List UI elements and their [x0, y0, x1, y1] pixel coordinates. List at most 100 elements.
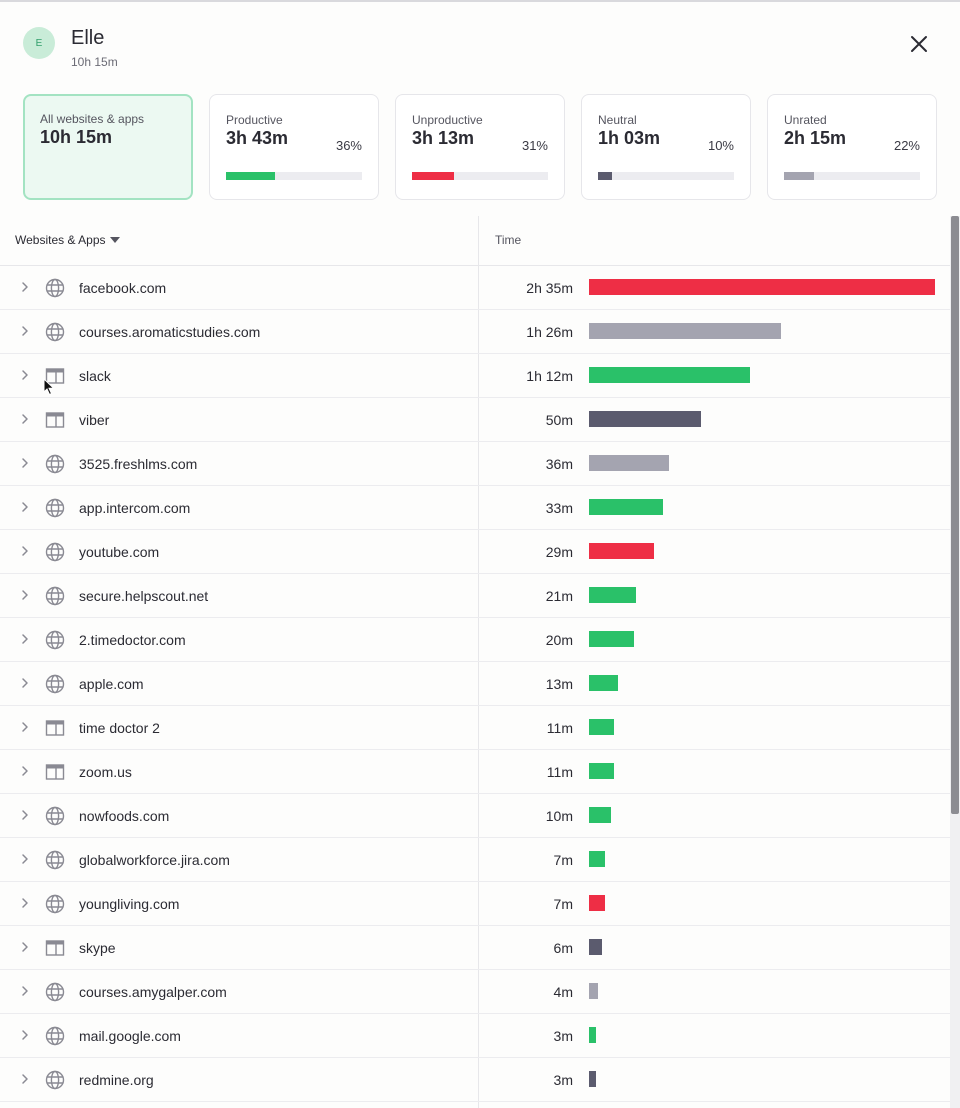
table-row[interactable]: slack 1h 12m: [0, 354, 950, 398]
expand-row-button[interactable]: [18, 984, 32, 998]
app-window-icon: [45, 412, 65, 428]
card-value: 10h 15m: [40, 127, 113, 147]
scrollbar-thumb[interactable]: [951, 216, 959, 814]
row-time-bar: [589, 1027, 596, 1043]
chevron-right-icon: [22, 458, 28, 468]
expand-row-button[interactable]: [18, 940, 32, 954]
row-app-name: redmine.org: [79, 1072, 154, 1088]
row-time-bar: [589, 675, 618, 691]
globe-icon: [45, 674, 65, 694]
app-window-icon: [45, 764, 65, 780]
row-time: 33m: [545, 500, 573, 516]
table-row[interactable]: courses.aromaticstudies.com 1h 26m: [0, 310, 950, 354]
expand-row-button[interactable]: [18, 368, 32, 382]
expand-row-button[interactable]: [18, 720, 32, 734]
row-time-bar: [589, 983, 598, 999]
row-time-bar: [589, 279, 935, 295]
table-row[interactable]: apple.com 13m: [0, 662, 950, 706]
row-time-bar: [589, 763, 614, 779]
table-row[interactable]: app.intercom.com 33m: [0, 486, 950, 530]
expand-row-button[interactable]: [18, 324, 32, 338]
expand-row-button[interactable]: [18, 632, 32, 646]
chevron-right-icon: [22, 986, 28, 996]
expand-row-button[interactable]: [18, 764, 32, 778]
user-header: E Elle 10h 15m: [0, 2, 960, 86]
table-row[interactable]: redmine.org 3m: [0, 1058, 950, 1102]
globe-icon: [45, 454, 65, 474]
card-value: 3h 43m: [226, 128, 289, 148]
row-app-name: youtube.com: [79, 544, 160, 560]
chevron-right-icon: [22, 414, 28, 424]
summary-card-unproductive[interactable]: Unproductive 3h 13m 31%: [395, 94, 565, 200]
scrollbar[interactable]: [950, 216, 960, 1108]
table-row[interactable]: youngliving.com 7m: [0, 882, 950, 926]
card-label: Neutral: [598, 113, 637, 127]
table-row[interactable]: secure.helpscout.net 21m: [0, 574, 950, 618]
table-row[interactable]: viber 50m: [0, 398, 950, 442]
card-label: All websites & apps: [40, 112, 145, 126]
card-progress-bar: [598, 172, 734, 180]
expand-row-button[interactable]: [18, 280, 32, 294]
close-button[interactable]: [905, 30, 933, 58]
mouse-cursor-icon: [43, 378, 55, 396]
chevron-right-icon: [22, 810, 28, 820]
row-app-name: app.intercom.com: [79, 500, 191, 516]
expand-row-button[interactable]: [18, 852, 32, 866]
row-app-name: courses.amygalper.com: [79, 984, 227, 1000]
expand-row-button[interactable]: [18, 676, 32, 690]
card-label: Unproductive: [412, 113, 483, 127]
summary-card-neutral[interactable]: Neutral 1h 03m 10%: [581, 94, 751, 200]
table-row[interactable]: skype 6m: [0, 926, 950, 970]
expand-row-button[interactable]: [18, 544, 32, 558]
column-header-time: Time: [495, 233, 522, 247]
expand-row-button[interactable]: [18, 456, 32, 470]
sort-websites-apps-button[interactable]: Websites & Apps: [15, 233, 120, 247]
row-time: 6m: [553, 940, 573, 956]
avatar: E: [23, 27, 55, 59]
card-label: Productive: [226, 113, 283, 127]
expand-row-button[interactable]: [18, 896, 32, 910]
top-border: [0, 0, 960, 2]
globe-icon: [45, 982, 65, 1002]
globe-icon: [45, 586, 65, 606]
card-progress-bar: [226, 172, 362, 180]
summary-card-unrated[interactable]: Unrated 2h 15m 22%: [767, 94, 937, 200]
card-percent: 31%: [521, 138, 548, 153]
table-row[interactable]: 3525.freshlms.com 36m: [0, 442, 950, 486]
row-time-bar: [589, 455, 669, 471]
expand-row-button[interactable]: [18, 412, 32, 426]
row-app-name: mail.google.com: [79, 1028, 181, 1044]
row-app-name: secure.helpscout.net: [79, 588, 209, 604]
row-app-name: slack: [79, 368, 111, 384]
table-row[interactable]: nowfoods.com 10m: [0, 794, 950, 838]
summary-card-all[interactable]: All websites & apps 10h 15m: [23, 94, 193, 200]
summary-card-productive[interactable]: Productive 3h 43m 36%: [209, 94, 379, 200]
table-row[interactable]: youtube.com 29m: [0, 530, 950, 574]
row-time-bar: [589, 851, 605, 867]
row-time: 3m: [553, 1028, 573, 1044]
table-row[interactable]: mail.google.com 3m: [0, 1014, 950, 1058]
expand-row-button[interactable]: [18, 588, 32, 602]
globe-icon: [45, 1070, 65, 1090]
expand-row-button[interactable]: [18, 500, 32, 514]
row-time: 7m: [553, 896, 573, 912]
row-time: 1h 12m: [526, 368, 573, 384]
chevron-right-icon: [22, 898, 28, 908]
table-row[interactable]: zoom.us 11m: [0, 750, 950, 794]
table-row[interactable]: time doctor 2 11m: [0, 706, 950, 750]
row-time-bar: [589, 499, 663, 515]
row-app-name: time doctor 2: [79, 720, 160, 736]
table-row[interactable]: courses.amygalper.com 4m: [0, 970, 950, 1014]
expand-row-button[interactable]: [18, 1028, 32, 1042]
table-row[interactable]: 2.timedoctor.com 20m: [0, 618, 950, 662]
expand-row-button[interactable]: [18, 808, 32, 822]
row-time: 10m: [545, 808, 573, 824]
table-row[interactable]: globalworkforce.jira.com 7m: [0, 838, 950, 882]
chevron-right-icon: [22, 942, 28, 952]
globe-icon: [45, 1026, 65, 1046]
table-row[interactable]: facebook.com 2h 35m: [0, 266, 950, 310]
expand-row-button[interactable]: [18, 1072, 32, 1086]
row-time: 36m: [545, 456, 573, 472]
card-label: Unrated: [784, 113, 827, 127]
row-time: 1h 26m: [526, 324, 573, 340]
